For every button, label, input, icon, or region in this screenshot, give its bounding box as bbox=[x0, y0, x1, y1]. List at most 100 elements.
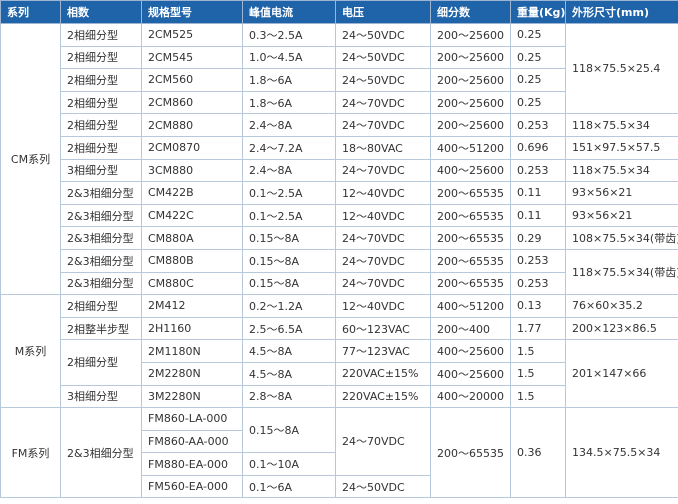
table-cell: 0.13 bbox=[510, 294, 566, 318]
table-cell: 2.8～8A bbox=[242, 384, 336, 409]
table-cell: 1.5 bbox=[510, 384, 566, 409]
table-cell: 0.2～1.2A bbox=[242, 294, 336, 318]
table-cell: 118×75.5×34 bbox=[565, 158, 678, 183]
table-row: FM系列 2&3相细分型 FM860-LA-000 0.15～8A 24～70VDC 20… bbox=[0, 407, 678, 499]
table-cell: 2CM525 bbox=[141, 23, 243, 47]
table-cell: 2相细分型 bbox=[60, 23, 142, 47]
table-cell: 0.15～8A bbox=[242, 226, 336, 250]
table-cell: 76×60×35.2 bbox=[565, 294, 678, 318]
table-row: 2&3相细分型 CM880B 0.15～8A 24～70VDC 200～65535 0.2… bbox=[1, 248, 678, 296]
table-row: 2&3相细分型 CM422C 0.1～2.5A 12～40VDC 200～65535 0.… bbox=[1, 203, 678, 228]
table-row: 2相细分型 2CM880 2.4～8A 24～70VDC 200～25600 0.253 1… bbox=[1, 113, 678, 137]
table-row: 3相细分型 3CM880 2.4～8A 24～70VDC 400～25600 0.253 1… bbox=[1, 158, 678, 183]
table-row: FM560-EA-000 0.1～6A 24～50VDC bbox=[1, 474, 678, 499]
table-cell: 200～25600 bbox=[430, 68, 511, 92]
table-cell: 0.3～2.5A bbox=[242, 23, 336, 47]
table-cell: 2.4～8A bbox=[242, 113, 336, 137]
table-row: 2相细分型 2M1180N 4.5～8A 77～123VAC 400～25600 1.5 2… bbox=[1, 339, 678, 409]
table-cell: 200～25600 bbox=[430, 45, 511, 70]
table-cell: 200～65535 bbox=[430, 407, 511, 499]
table-cell: 1.77 bbox=[510, 316, 566, 341]
table-cell: 400～20000 bbox=[430, 384, 511, 409]
table-cell: 201×147×66 bbox=[565, 339, 678, 409]
table-cell: 0.1～6A bbox=[242, 474, 336, 499]
table-cell: 2相细分型 bbox=[60, 113, 142, 137]
table-cell: 2CM860 bbox=[141, 90, 243, 115]
table-cell: CM880A bbox=[141, 226, 243, 250]
table-cell: 3相细分型 bbox=[60, 158, 142, 183]
table-cell: 0.25 bbox=[510, 45, 566, 70]
table-cell: 118×75.5×34 bbox=[565, 113, 678, 137]
table-cell: 118×75.5×25.4 bbox=[565, 22, 678, 115]
table-cell: 200～25600 bbox=[430, 23, 511, 47]
table-row: 2相细分型 2CM860 1.8～6A 24～70VDC 200～25600 0.25 bbox=[1, 90, 678, 115]
table-cell: 3M2280N bbox=[141, 384, 243, 409]
table-row: 2&3相细分型 CM880C 0.15～8A 24～70VDC 200～65535 0.2… bbox=[1, 271, 678, 296]
table-cell: 24～70VDC bbox=[335, 158, 431, 183]
table-cell: 0.29 bbox=[510, 226, 566, 250]
table-row: 2&3相细分型 CM422B 0.1～2.5A 12～40VDC 200～65535 0.… bbox=[1, 181, 678, 205]
table-cell: 200～65535 bbox=[430, 271, 511, 296]
table-cell: FM860-LA-000 bbox=[141, 407, 243, 431]
header-cell: 重量(Kg) bbox=[510, 0, 566, 24]
table-cell: 2CM545 bbox=[141, 45, 243, 70]
table-cell: 24～50VDC bbox=[335, 45, 431, 70]
table-cell: 0.253 bbox=[510, 248, 566, 273]
table-row: 2相细分型 2CM560 1.8～6A 24～50VDC 200～25600 0.25 bbox=[1, 68, 678, 92]
table-cell: 12～40VDC bbox=[335, 203, 431, 228]
header-cell: 电压 bbox=[335, 0, 431, 24]
table-cell: 200～65535 bbox=[430, 181, 511, 205]
table-cell: 400～25600 bbox=[430, 339, 511, 363]
table-cell: 2CM560 bbox=[141, 68, 243, 92]
header-cell: 细分数 bbox=[430, 0, 511, 24]
header-cell: 相数 bbox=[60, 0, 142, 24]
table-row: 2&3相细分型 CM880A 0.15～8A 24～70VDC 200～65535 0.2… bbox=[1, 226, 678, 250]
table-cell: 200～65535 bbox=[430, 203, 511, 228]
table-cell: 1.8～6A bbox=[242, 68, 336, 92]
table-cell: 2&3相细分型 bbox=[60, 271, 142, 296]
table-cell: 2CM0870 bbox=[141, 135, 243, 160]
table-cell: 24～50VDC bbox=[335, 474, 431, 499]
table-cell: 2&3相细分型 bbox=[60, 181, 142, 205]
table-cell: 2&3相细分型 bbox=[60, 248, 142, 273]
table-cell: 1.5 bbox=[510, 339, 566, 363]
table-cell: FM880-EA-000 bbox=[141, 452, 243, 476]
table-cell: 2M2280N bbox=[141, 361, 243, 386]
table-cell: FM系列 bbox=[0, 407, 61, 499]
table-cell: 2M412 bbox=[141, 294, 243, 318]
table-cell: CM422B bbox=[141, 181, 243, 205]
table-cell: 2相细分型 bbox=[60, 68, 142, 92]
table-cell: 2相细分型 bbox=[60, 90, 142, 115]
table-cell: 151×97.5×57.5 bbox=[565, 135, 678, 160]
header-cell: 系列 bbox=[0, 0, 61, 24]
table-cell: FM860-AA-000 bbox=[141, 429, 243, 454]
table-cell: 200～25600 bbox=[430, 113, 511, 137]
table-cell: 12～40VDC bbox=[335, 181, 431, 205]
table-cell: 2&3相细分型 bbox=[60, 203, 142, 228]
table-cell: CM422C bbox=[141, 203, 243, 228]
table-cell: 60～123VAC bbox=[335, 316, 431, 341]
table-cell: 2CM880 bbox=[141, 113, 243, 137]
table-cell: 0.15～8A bbox=[242, 271, 336, 296]
table-cell: M系列 bbox=[0, 294, 61, 409]
table-cell: 0.1～10A bbox=[242, 452, 336, 476]
table-cell: 200～25600 bbox=[430, 90, 511, 115]
table-cell: 108×75.5×34(带齿) bbox=[565, 226, 678, 250]
table-cell: CM880C bbox=[141, 271, 243, 296]
table-cell: 2H1160 bbox=[141, 316, 243, 341]
table-cell: 0.25 bbox=[510, 90, 566, 115]
table-cell: 24～70VDC bbox=[335, 248, 431, 273]
header-cell: 规格型号 bbox=[141, 0, 243, 24]
table-row: M系列 2相细分型 2M412 0.2～1.2A 12～40VDC 400～51200 0.… bbox=[0, 294, 678, 409]
table-cell: FM560-EA-000 bbox=[141, 474, 243, 499]
table-cell: 0.253 bbox=[510, 271, 566, 296]
table-cell: 77～123VAC bbox=[335, 339, 431, 363]
table-cell: CM系列 bbox=[0, 22, 61, 296]
table-cell: 0.696 bbox=[510, 135, 566, 160]
table-cell: 2相细分型 bbox=[60, 339, 142, 386]
table-cell: 0.36 bbox=[510, 407, 566, 499]
table-cell: 200～65535 bbox=[430, 226, 511, 250]
table-cell: 24～70VDC bbox=[335, 113, 431, 137]
table-cell: 0.25 bbox=[510, 23, 566, 47]
